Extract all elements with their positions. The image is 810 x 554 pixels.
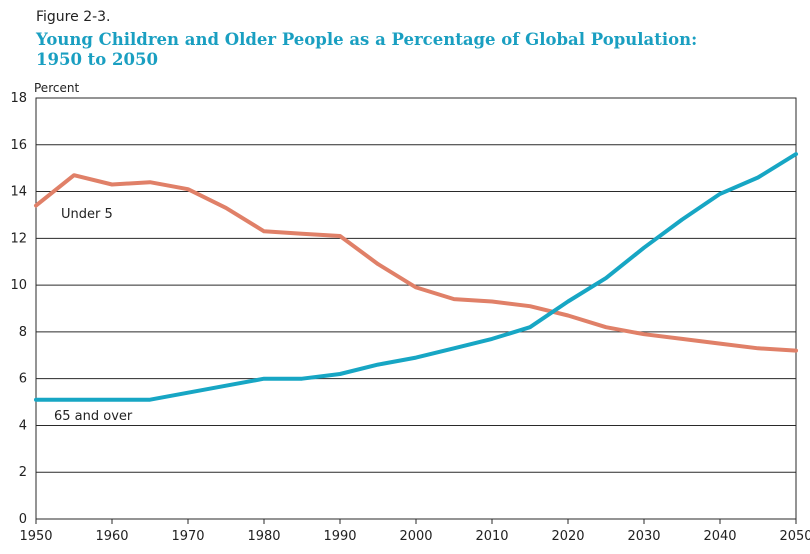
x-tick-label-1970: 1970 xyxy=(171,529,204,544)
series-label-under-5: Under 5 xyxy=(61,207,113,222)
y-axis-ticks: 0 2 4 6 8 10 12 14 16 18 xyxy=(10,91,27,527)
x-tick-label-1990: 1990 xyxy=(323,529,356,544)
y-tick-label-0: 0 xyxy=(19,512,27,527)
x-tick-label-2020: 2020 xyxy=(551,529,584,544)
series-label-65-and-over: 65 and over xyxy=(54,409,133,424)
y-tick-label-4: 4 xyxy=(19,418,27,433)
series-line-under-5 xyxy=(34,173,798,353)
y-axis-label: Percent xyxy=(34,81,79,95)
y-tick-label-18: 18 xyxy=(10,91,27,106)
x-tick-label-2040: 2040 xyxy=(703,529,736,544)
y-tick-label-16: 16 xyxy=(10,138,27,153)
y-tick-label-10: 10 xyxy=(10,278,27,293)
figure-label: Figure 2-3. xyxy=(36,9,111,25)
x-tick-label-2050: 2050 xyxy=(779,529,810,544)
x-axis-ticks: 1950 1960 1970 1980 1990 2000 2010 2020 2030 2040… xyxy=(19,519,810,544)
x-tick-label-1980: 1980 xyxy=(247,529,280,544)
x-tick-label-2000: 2000 xyxy=(399,529,432,544)
x-tick-label-1960: 1960 xyxy=(95,529,128,544)
x-tick-label-1950: 1950 xyxy=(19,529,52,544)
x-tick-label-2010: 2010 xyxy=(475,529,508,544)
y-tick-label-2: 2 xyxy=(19,465,27,480)
y-tick-label-14: 14 xyxy=(10,185,27,200)
y-tick-label-12: 12 xyxy=(10,231,27,246)
series-line-65-and-over xyxy=(34,152,798,402)
plot-frame xyxy=(35,97,797,520)
chart-title: Young Children and Older People as a Per… xyxy=(36,30,796,70)
chart-title-line-1: Young Children and Older People as a Per… xyxy=(36,30,698,49)
y-tick-label-6: 6 xyxy=(19,372,27,387)
gridlines xyxy=(36,97,796,520)
x-tick-label-2030: 2030 xyxy=(627,529,660,544)
axes xyxy=(35,97,797,520)
y-tick-label-8: 8 xyxy=(19,325,27,340)
chart-title-line-2: 1950 to 2050 xyxy=(36,50,158,69)
series-lines xyxy=(34,152,798,402)
